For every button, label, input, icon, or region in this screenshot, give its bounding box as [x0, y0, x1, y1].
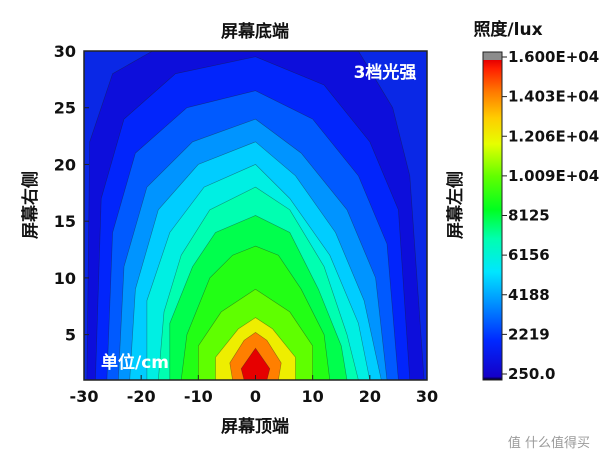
y-tick-label: 30 [54, 42, 76, 61]
mode-annotation: 3档光强 [354, 62, 417, 83]
contour-band-16000 [240, 347, 271, 380]
y-axis-title-left: 屏幕右侧 [20, 171, 41, 239]
colorbar-tick-label: 2219 [508, 325, 550, 343]
colorbar-tick-label: 6156 [508, 246, 550, 264]
colorbar-tick-label: 1.600E+04 [508, 48, 599, 66]
x-tick-label: -30 [70, 387, 99, 406]
watermark: 值 什么值得买 [508, 435, 590, 451]
colorbar-tick-label: 1.009E+04 [508, 167, 599, 185]
colorbar-tick-label: 250.0 [508, 365, 555, 383]
x-tick-label: -10 [184, 387, 213, 406]
colorbar-tick-label: 1.206E+04 [508, 127, 599, 145]
colorbar-title: 照度/lux [473, 19, 542, 40]
x-tick-label: -20 [127, 387, 156, 406]
colorbar-tick-label: 4188 [508, 286, 550, 304]
unit-annotation: 单位/cm [101, 352, 169, 373]
x-tick-label: 0 [250, 387, 261, 406]
x-axis-title-bottom: 屏幕顶端 [221, 416, 289, 437]
x-tick-label: 30 [416, 387, 438, 406]
y-tick-label: 15 [54, 212, 76, 231]
colorbar-tick-label: 8125 [508, 207, 550, 225]
x-tick-label: 20 [359, 387, 381, 406]
contour-layers [86, 51, 425, 380]
x-tick-label: 10 [302, 387, 324, 406]
colorbar-tick-label: 1.403E+04 [508, 88, 599, 106]
y-axis-ticks: 5 10 15 20 25 30 [54, 42, 89, 345]
y-tick-label: 25 [54, 99, 76, 118]
y-tick-label: 10 [54, 269, 76, 288]
colorbar-gradient [482, 51, 503, 381]
colorbar-ticks: 1.600E+04 1.403E+04 1.206E+04 1.009E+04 8125… [502, 48, 599, 383]
y-tick-label: 20 [54, 155, 76, 174]
y-tick-label: 5 [65, 326, 76, 345]
y-axis-title-right: 屏幕左侧 [445, 171, 466, 239]
x-axis-title-top: 屏幕底端 [221, 21, 289, 42]
x-axis-ticks: -30 -20 -10 0 10 20 30 [70, 375, 438, 406]
